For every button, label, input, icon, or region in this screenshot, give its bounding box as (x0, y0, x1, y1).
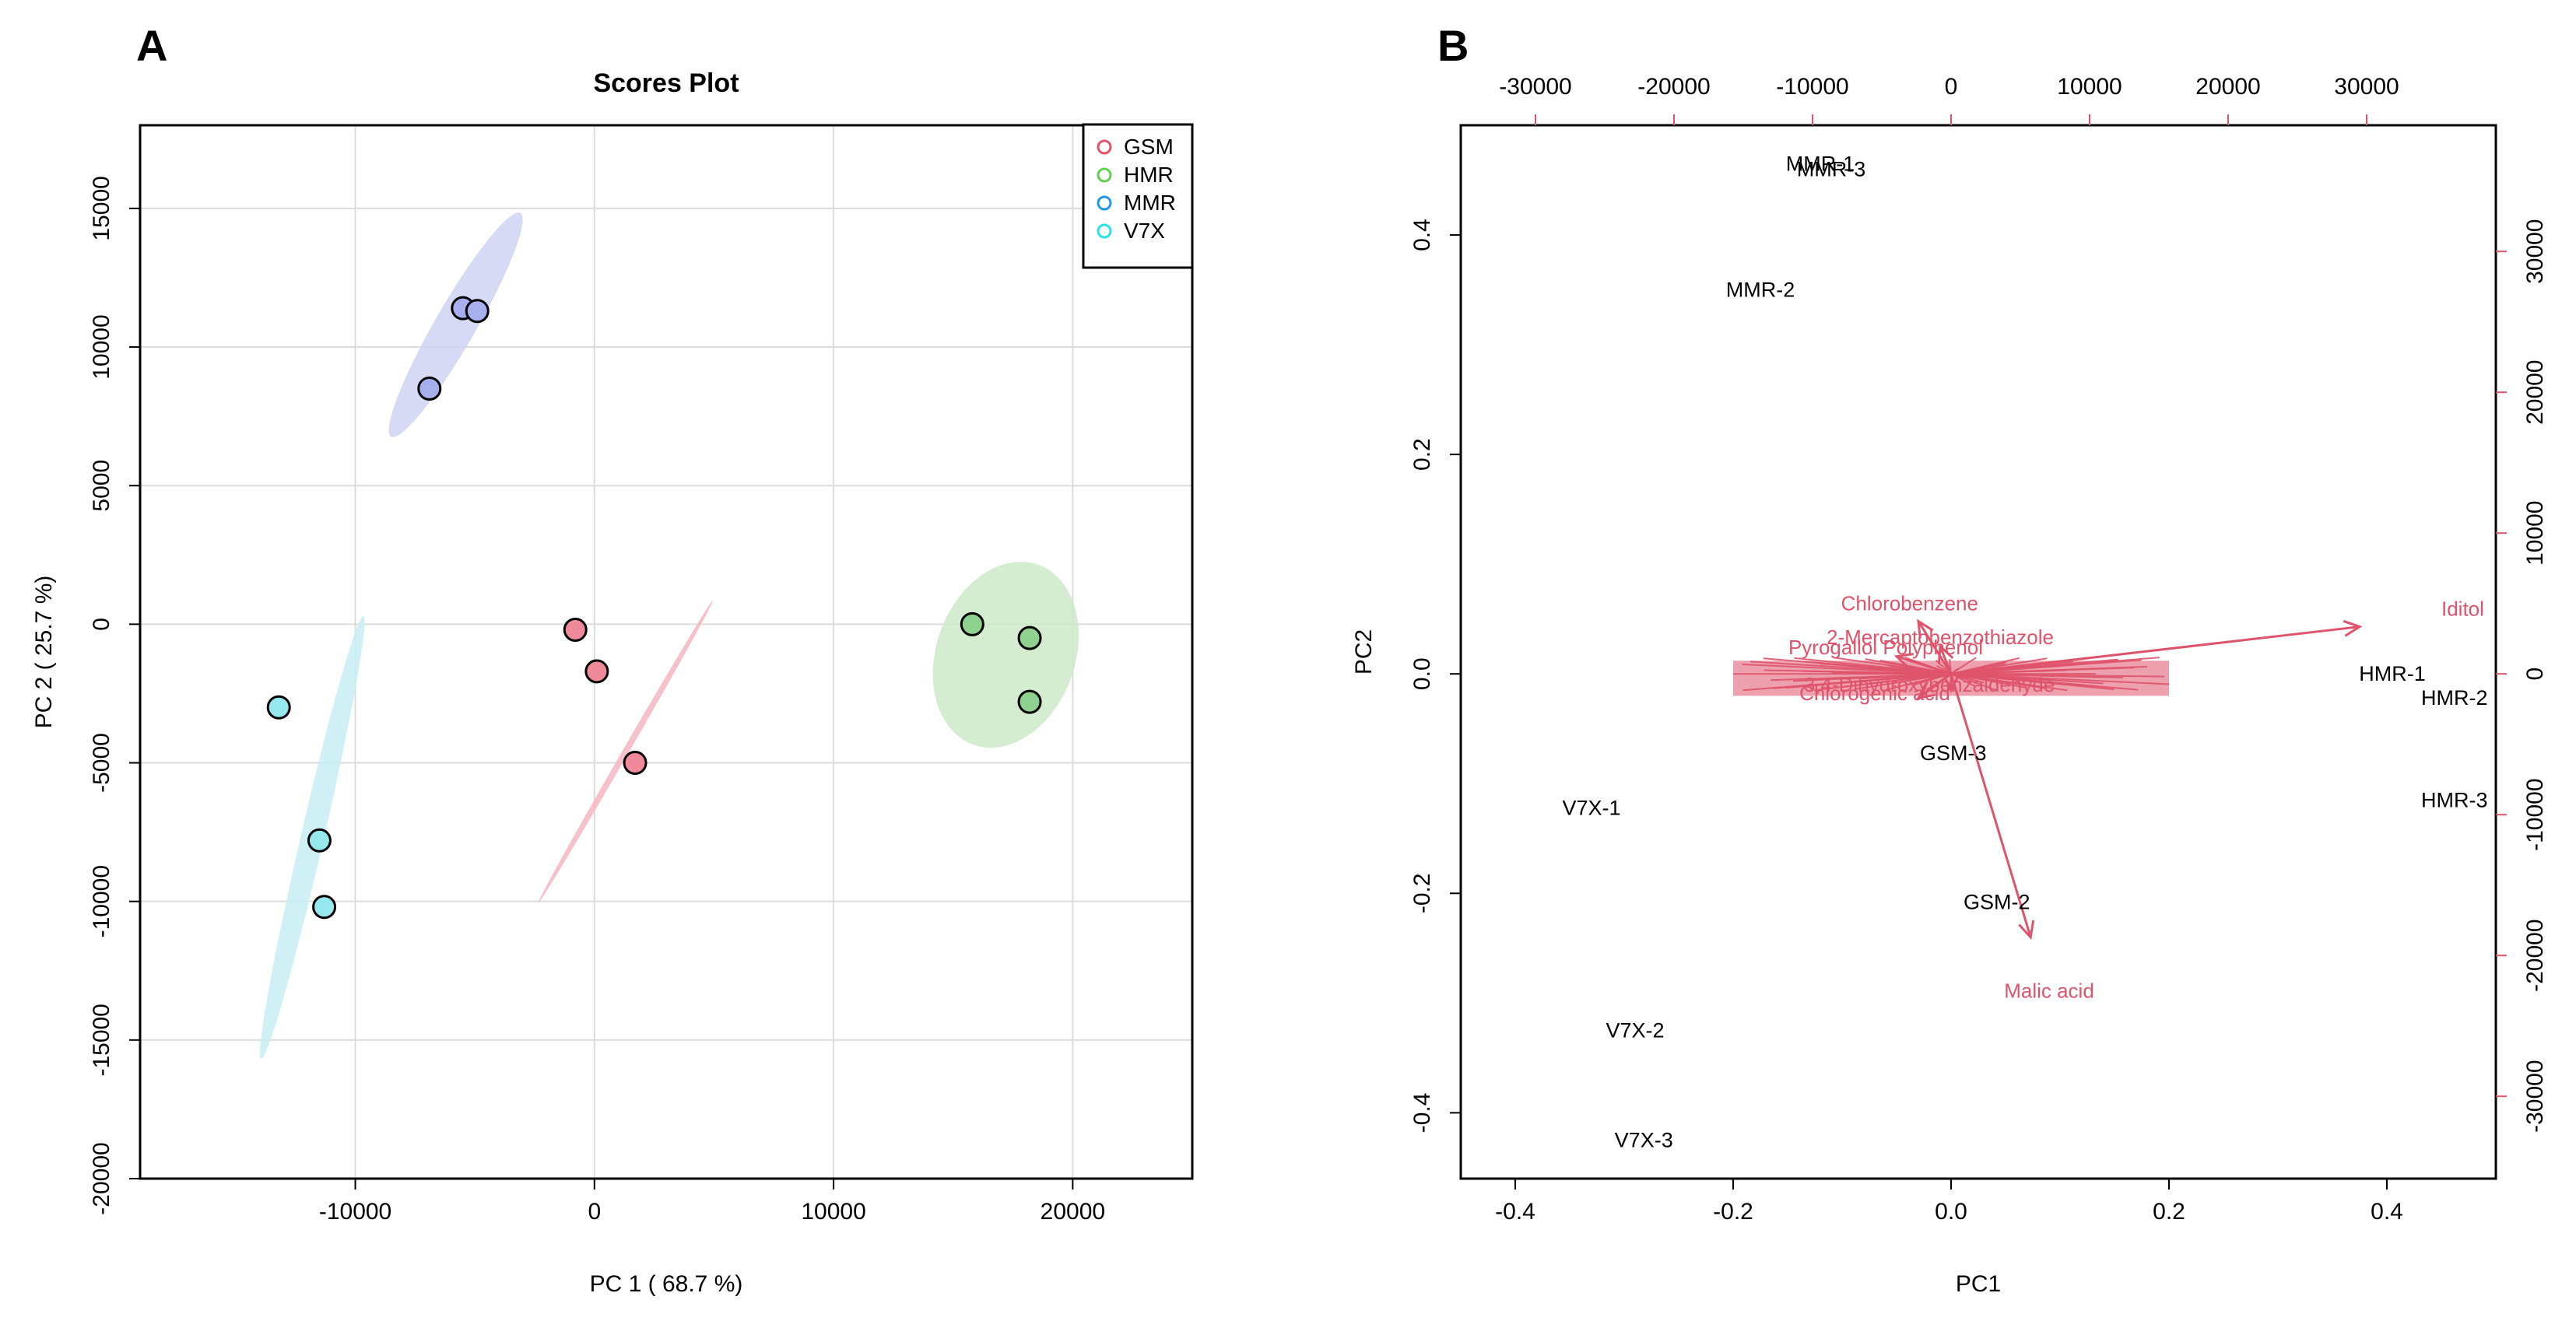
data-point-v7x (268, 696, 290, 718)
panel-b-label: B (1437, 21, 1469, 70)
y-tick-label: -10000 (89, 865, 114, 937)
x-tick-label: 20000 (1041, 1199, 1105, 1225)
y-tick-label: -5000 (89, 733, 114, 793)
y-tick-label: 15000 (89, 176, 114, 240)
legend-label: MMR (1124, 191, 1176, 215)
loading-label: Iditol (2441, 597, 2484, 620)
y-tick-label: -15000 (89, 1004, 114, 1076)
data-point-v7x (314, 896, 335, 918)
x-tick-label: 0.4 (2371, 1199, 2403, 1225)
right-tick-label: -20000 (2522, 919, 2548, 991)
y-axis-label: PC2 (1351, 629, 1377, 675)
data-point-hmr (961, 613, 983, 635)
sample-label: MMR-3 (1797, 157, 1866, 180)
legend-label: V7X (1124, 219, 1165, 243)
right-tick-label: 20000 (2522, 359, 2548, 424)
data-point-hmr (1019, 691, 1041, 713)
legend-label: GSM (1124, 135, 1174, 159)
panel-b: B -0.4 -0.2 0.0 0.2 0.4 -0.4 -0.2 0.0 0.2 0.4 -3000… (1351, 21, 2548, 1297)
loading-label: Chlorobenzene (1841, 591, 1978, 615)
x-tick-label: 0 (588, 1199, 601, 1225)
y-axis-label: PC 2 ( 25.7 %) (31, 576, 57, 729)
y-tick-label: -20000 (89, 1142, 114, 1214)
x-axis-label: PC1 (1956, 1271, 2001, 1297)
sample-label: V7X-1 (1562, 796, 1620, 819)
panel-a: A Scores Plot -10000 0 10000 20000 -20000 -1500… (31, 21, 1192, 1297)
sample-label: GSM-3 (1920, 741, 1987, 765)
data-point-hmr (1019, 627, 1041, 649)
sample-label: GSM-2 (1964, 891, 2030, 914)
top-tick-label: -30000 (1499, 74, 1571, 100)
data-point-gsm (624, 752, 646, 774)
x-tick-label: 0.0 (1935, 1199, 1967, 1225)
panel-a-label: A (136, 21, 167, 70)
chart-title: Scores Plot (593, 68, 739, 98)
right-tick-label: 30000 (2522, 219, 2548, 283)
data-point-v7x (308, 829, 330, 851)
right-tick-label: 10000 (2522, 500, 2548, 565)
right-tick-label: -10000 (2522, 778, 2548, 850)
legend-label: HMR (1124, 163, 1174, 187)
confidence-ellipse-gsm (535, 599, 715, 905)
right-tick-label: -30000 (2522, 1060, 2548, 1132)
confidence-ellipse-hmr (908, 541, 1104, 769)
x-tick-label: -0.2 (1713, 1199, 1753, 1225)
confidence-ellipse-mmr (374, 203, 538, 447)
x-tick-label: 0.2 (2153, 1199, 2185, 1225)
right-tick-label: 0 (2522, 668, 2548, 681)
x-tick-label: -0.4 (1495, 1199, 1535, 1225)
top-tick-label: -20000 (1637, 74, 1710, 100)
top-tick-label: 0 (1945, 74, 1958, 100)
y-tick-label: 0.2 (1409, 438, 1435, 471)
top-tick-label: 20000 (2195, 74, 2260, 100)
sample-label: V7X-2 (1606, 1019, 1664, 1042)
data-point-gsm (564, 618, 586, 640)
y-tick-label: 0.4 (1409, 219, 1435, 251)
sample-label: HMR-3 (2421, 788, 2488, 811)
loading-label: Malic acid (2004, 979, 2094, 1002)
sample-label: HMR-1 (2359, 662, 2426, 685)
x-tick-label: -10000 (319, 1199, 391, 1225)
y-tick-label: -0.2 (1409, 873, 1435, 913)
sample-label: MMR-2 (1726, 279, 1795, 302)
data-point-mmr (466, 300, 488, 322)
x-tick-label: 10000 (801, 1199, 865, 1225)
loading-label: Chlorogenic acid (1799, 682, 1950, 705)
loading-label: Pyrogallol Polyphenol (1788, 636, 1983, 659)
legend: GSM HMR MMR V7X (1083, 124, 1192, 268)
y-tick-label: 0.0 (1409, 657, 1435, 690)
y-tick-label: 0 (89, 618, 114, 631)
top-tick-label: 10000 (2057, 74, 2122, 100)
sample-label: V7X-3 (1615, 1129, 1673, 1152)
x-axis-label: PC 1 ( 68.7 %) (590, 1271, 743, 1297)
y-tick-label: 5000 (89, 460, 114, 512)
data-point-mmr (419, 378, 440, 400)
data-point-gsm (586, 660, 608, 682)
y-tick-label: -0.4 (1409, 1093, 1435, 1134)
top-tick-label: -10000 (1776, 74, 1848, 100)
y-tick-label: 10000 (89, 314, 114, 379)
sample-label: HMR-2 (2421, 686, 2488, 710)
top-tick-label: 30000 (2334, 74, 2399, 100)
